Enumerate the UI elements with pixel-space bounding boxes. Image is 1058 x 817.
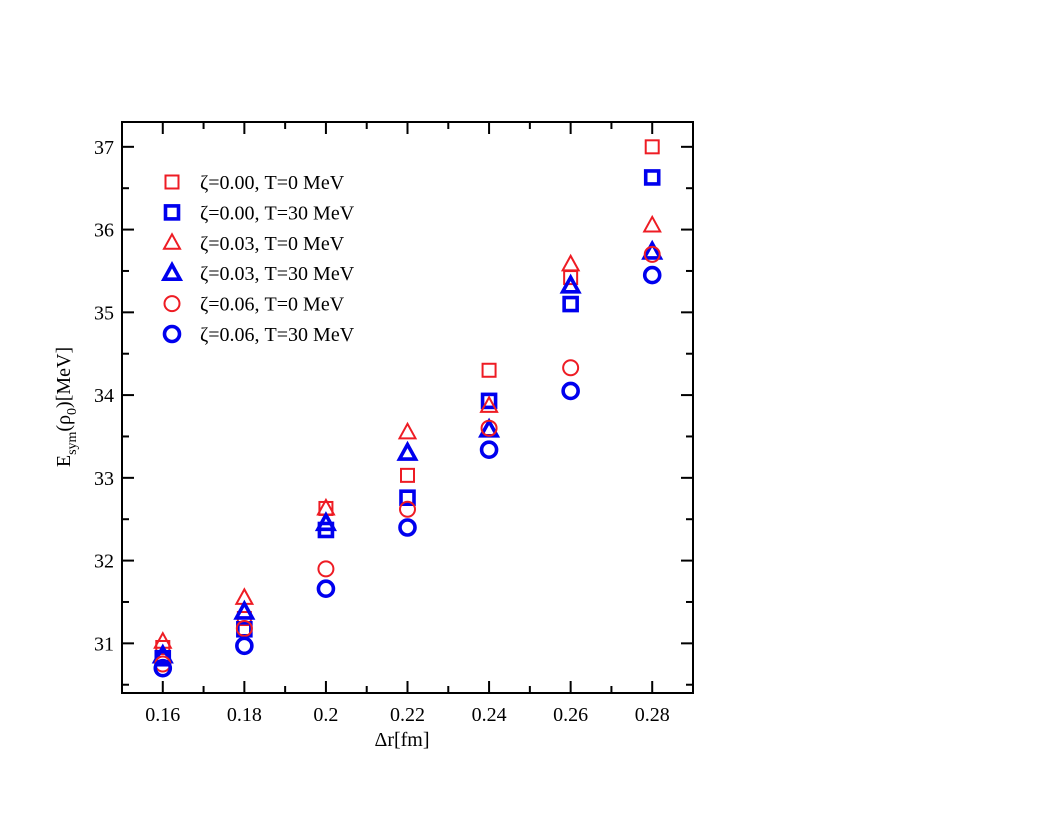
circle-data-point [643, 245, 661, 263]
circle-data-point [480, 419, 498, 437]
triangle-data-point [479, 395, 499, 413]
x-tick-label: 0.22 [390, 704, 425, 726]
y-tick-label: 36 [94, 220, 114, 242]
legend-entry-label: ζ=0.06, T=0 MeV [200, 294, 345, 316]
circle-data-point [235, 636, 254, 656]
legend-square-marker [163, 204, 181, 221]
axis-ticks [121, 122, 694, 693]
legend-square-marker [164, 174, 180, 190]
triangle-data-point [314, 511, 337, 532]
legend-circle-marker [163, 295, 181, 313]
circle-data-point [561, 381, 580, 401]
square-data-point [480, 392, 498, 410]
circle-data-point [398, 518, 417, 537]
legend-entry-label: ζ=0.00, T=0 MeV [200, 172, 345, 194]
triangle-data-point [233, 599, 256, 620]
square-data-point [644, 139, 660, 155]
triangle-data-point [642, 214, 662, 233]
legend-circle-marker [162, 324, 182, 344]
circle-data-point [479, 440, 499, 460]
legend: ζ=0.00, T=0 MeV ζ=0.00, T=30 MeV ζ=0.03, T… [160, 172, 355, 346]
triangle-data-point [397, 421, 418, 440]
y-tick-label: 31 [94, 633, 114, 655]
triangle-data-point [559, 273, 582, 294]
triangle-data-point [560, 253, 581, 272]
legend-entry-label: ζ=0.03, T=30 MeV [200, 263, 355, 285]
circle-data-point [562, 359, 580, 377]
circle-data-point [642, 265, 662, 285]
y-tick-label: 37 [94, 137, 114, 159]
legend-triangle-marker [162, 232, 182, 250]
axis-tick-labels: 0.16 0.18 0.2 0.22 0.24 0.26 0.28 31 32 33 34 35 36 3… [94, 137, 670, 726]
x-tick-label: 0.28 [635, 704, 670, 726]
legend-triangle-marker [160, 260, 184, 282]
y-tick-label: 35 [94, 302, 114, 324]
triangle-data-point [641, 239, 664, 260]
circle-data-point [317, 560, 335, 578]
x-tick-label: 0.16 [145, 704, 180, 726]
legend-entry-label: ζ=0.03, T=0 MeV [200, 233, 345, 255]
x-tick-label: 0.26 [553, 704, 588, 726]
data-points [151, 139, 664, 678]
y-tick-label: 32 [94, 551, 114, 573]
circle-data-point [316, 579, 336, 599]
circle-data-point [399, 500, 416, 518]
square-data-point [481, 362, 497, 378]
y-tick-label: 33 [94, 468, 114, 490]
square-data-point [400, 467, 415, 483]
x-tick-label: 0.18 [227, 704, 262, 726]
legend-entry-label: ζ=0.00, T=30 MeV [200, 202, 355, 224]
square-data-point [562, 295, 579, 313]
y-tick-label: 34 [94, 385, 114, 407]
legend-entry-label: ζ=0.06, T=30 MeV [200, 324, 355, 346]
triangle-data-point [396, 440, 419, 461]
circle-data-point [235, 619, 253, 637]
x-tick-label: 0.2 [313, 704, 338, 726]
x-axis-label: Δr[fm] [374, 729, 429, 751]
square-data-point [643, 169, 661, 186]
circle-data-point [153, 658, 173, 678]
y-axis-label: Esym(ρ0)[MeV] [53, 347, 80, 467]
x-tick-label: 0.24 [472, 704, 507, 726]
square-data-point [399, 489, 416, 507]
